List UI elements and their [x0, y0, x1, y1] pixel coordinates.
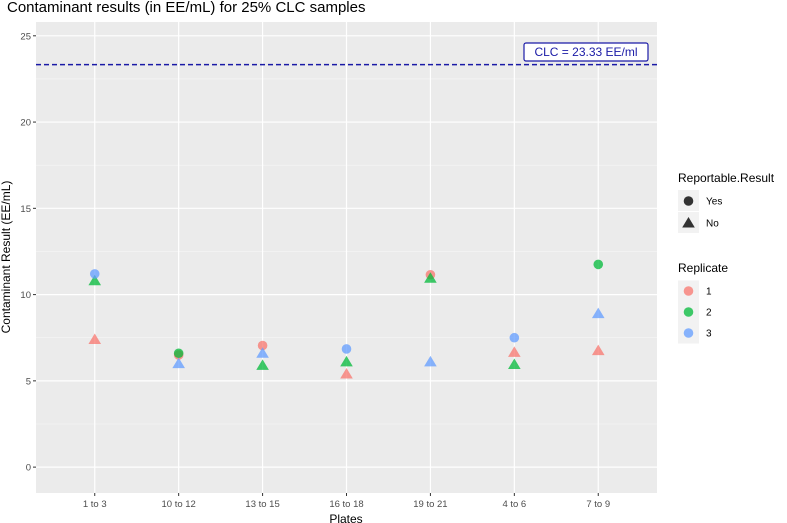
- data-point-replicate-2: [256, 359, 269, 370]
- legend-label: Yes: [706, 197, 722, 208]
- legend-triangle-icon: [682, 217, 695, 228]
- data-point-replicate-2: [173, 348, 184, 359]
- x-tick-label: 19 to 21: [413, 499, 447, 510]
- data-point-replicate-3: [509, 332, 520, 343]
- legend-label: 3: [706, 329, 712, 340]
- legend-swatch: [683, 307, 694, 317]
- legend-label: 2: [706, 308, 712, 319]
- legend-replicate: Replicate 1 2 3: [678, 261, 728, 344]
- data-point-replicate-1: [257, 340, 268, 351]
- legend-swatch: [683, 328, 694, 338]
- y-tick-label: 25: [20, 31, 31, 42]
- legend-title-reportable: Reportable.Result: [678, 171, 775, 185]
- data-point-replicate-3: [89, 269, 100, 279]
- y-axis-ticks: 0 5 10 15 20 25: [20, 31, 36, 474]
- chart-title: Contaminant results (in EE/mL) for 25% C…: [7, 0, 365, 16]
- y-tick-label: 5: [26, 376, 31, 387]
- x-tick-label: 16 to 18: [329, 499, 363, 510]
- legend-label: No: [706, 219, 719, 230]
- x-tick-label: 1 to 3: [83, 499, 107, 510]
- legend-title-replicate: Replicate: [678, 261, 728, 275]
- reference-line-group: CLC = 23.33 EE/ml: [36, 42, 657, 66]
- major-gridlines: [36, 22, 657, 493]
- legend-label: 1: [706, 287, 712, 298]
- x-axis-title: Plates: [329, 512, 362, 523]
- data-point-replicate-2: [340, 355, 353, 367]
- legend-circle-icon: [683, 196, 694, 206]
- data-point-replicate-2: [593, 259, 604, 270]
- data-point-replicate-3: [341, 344, 352, 354]
- x-tick-label: 13 to 15: [245, 499, 279, 510]
- data-point-replicate-3: [256, 347, 269, 358]
- data-point-replicate-3: [591, 307, 605, 319]
- data-point-replicate-1: [88, 333, 102, 344]
- data-point-replicate-3: [424, 355, 437, 367]
- data-point-replicate-2: [424, 272, 437, 283]
- y-tick-label: 10: [20, 290, 31, 301]
- data-point-replicate-3: [172, 357, 185, 369]
- data-point-replicate-2: [88, 274, 102, 286]
- x-tick-label: 4 to 6: [502, 499, 526, 510]
- legend-swatch: [683, 286, 694, 296]
- x-tick-label: 10 to 12: [161, 499, 195, 510]
- data-point-replicate-2: [508, 358, 521, 369]
- y-axis-title: Contaminant Result (EE/mL): [0, 181, 13, 334]
- legend-reportable-result: Reportable.Result Yes No: [678, 171, 775, 233]
- data-points: [88, 259, 605, 379]
- x-tick-label: 7 to 9: [586, 499, 610, 510]
- y-tick-label: 20: [20, 118, 31, 129]
- clc-label-box: [523, 42, 649, 62]
- data-point-replicate-1: [508, 346, 521, 357]
- x-axis-ticks: 1 to 3 10 to 12 13 to 15 16 to 18 19 to 21 4 …: [83, 493, 610, 510]
- data-point-replicate-1: [591, 344, 605, 356]
- clc-label: CLC = 23.33 EE/ml: [534, 45, 637, 59]
- data-point-replicate-1: [340, 367, 353, 379]
- y-tick-label: 0: [26, 463, 31, 474]
- y-tick-label: 15: [20, 204, 31, 215]
